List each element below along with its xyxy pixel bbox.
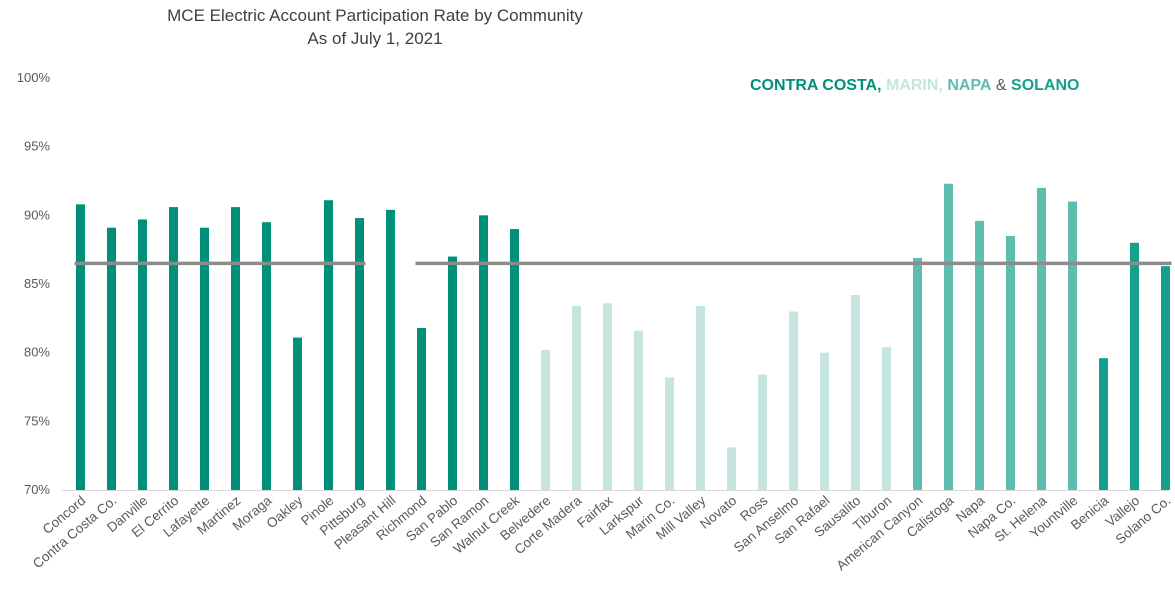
y-tick-label: 90% xyxy=(24,207,50,222)
legend-napa: NAPA xyxy=(942,77,992,94)
bar-ross xyxy=(758,374,767,490)
y-tick-label: 70% xyxy=(24,482,50,497)
bar-san-pablo xyxy=(448,256,457,490)
bar-el-cerrito xyxy=(169,207,178,491)
bar-pittsburg xyxy=(355,218,364,490)
bar-lafayette xyxy=(200,227,209,490)
chart-title: MCE Electric Account Participation Rate … xyxy=(167,6,583,25)
bar-novato xyxy=(727,447,736,490)
bar-sausalito xyxy=(851,294,860,490)
bar-concord xyxy=(76,204,85,490)
y-tick-label: 95% xyxy=(24,139,50,154)
bar-yountville xyxy=(1068,201,1077,490)
bar-oakley xyxy=(293,337,302,490)
bar-danville xyxy=(138,219,147,490)
bar-st-helena xyxy=(1037,187,1046,490)
bar-martinez xyxy=(231,207,240,491)
y-tick-label: 100% xyxy=(17,70,51,85)
bar-san-rafael xyxy=(820,352,829,490)
bar-richmond xyxy=(417,327,426,490)
bar-fairfax xyxy=(603,303,612,490)
bar-solano-co xyxy=(1161,266,1170,490)
bar-benicia xyxy=(1099,358,1108,490)
bar-american-canyon xyxy=(913,257,922,490)
bar-pleasant-hill xyxy=(386,209,395,490)
y-tick-label: 75% xyxy=(24,413,50,428)
y-tick-label: 85% xyxy=(24,276,50,291)
bar-corte-madera xyxy=(572,305,581,490)
bar-marin-co xyxy=(665,377,674,490)
bar-tiburon xyxy=(882,347,891,490)
chart-subtitle: As of July 1, 2021 xyxy=(307,29,443,48)
bar-larkspur xyxy=(634,330,643,490)
bar-napa xyxy=(975,220,984,490)
bar-calistoga xyxy=(944,183,953,490)
bar-napa-co xyxy=(1006,235,1015,490)
y-tick-label: 80% xyxy=(24,345,50,360)
x-tick-label: Oakley xyxy=(264,493,306,532)
bar-belvedere xyxy=(541,349,550,490)
bar-san-ramon xyxy=(479,215,488,491)
bar-walnut-creek xyxy=(510,229,519,491)
bar-moraga xyxy=(262,222,271,490)
bar-mill-valley xyxy=(696,305,705,490)
legend: CONTRA COSTA, MARIN, NAPA & SOLANO xyxy=(750,77,1079,95)
bar-vallejo xyxy=(1130,242,1139,490)
legend-contra-costa: CONTRA COSTA, xyxy=(750,77,882,94)
bar-pinole xyxy=(324,200,333,490)
legend-solano: SOLANO xyxy=(1011,77,1080,94)
legend-ampersand: & xyxy=(991,77,1012,94)
bar-contra-costa-co xyxy=(107,227,116,490)
legend-marin: MARIN, xyxy=(881,77,943,94)
bar-san-anselmo xyxy=(789,311,798,490)
